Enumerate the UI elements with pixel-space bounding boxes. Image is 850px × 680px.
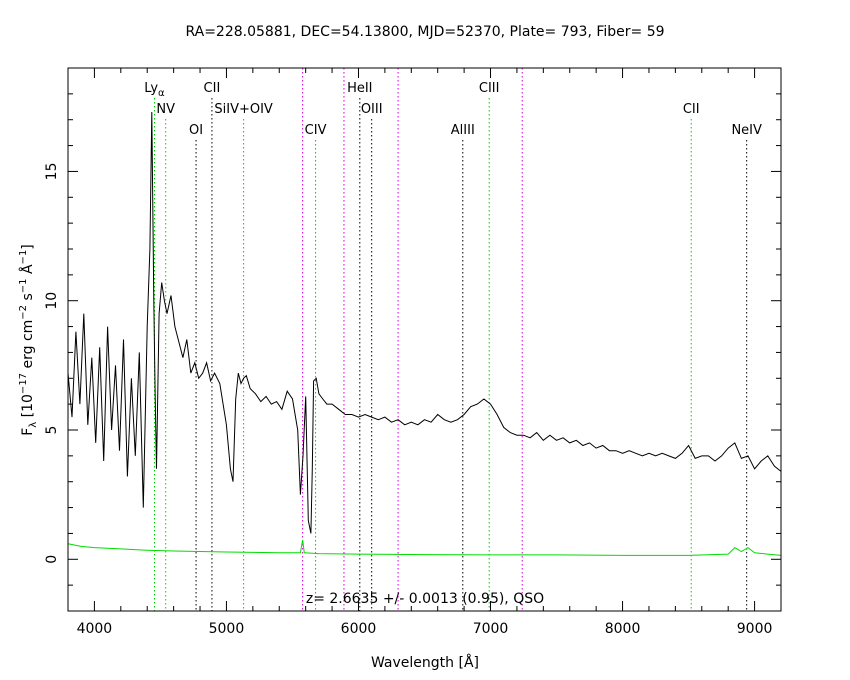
series-layer bbox=[67, 111, 782, 556]
line-marker-label: CII bbox=[683, 102, 700, 117]
y-tick-label: 0 bbox=[44, 555, 60, 564]
x-tick-label: 8000 bbox=[605, 621, 641, 637]
y-axis-label: Fλ [10−17 erg cm−2 s−1 Å−1] bbox=[18, 244, 39, 436]
x-tick-label: 9000 bbox=[737, 621, 773, 637]
line-marker-label: SiIV+OIV bbox=[214, 102, 273, 117]
y-tick-label: 15 bbox=[44, 163, 60, 181]
line-marker-label: NeIV bbox=[731, 123, 762, 138]
plot-frame bbox=[67, 67, 782, 612]
chart-title: RA=228.05881, DEC=54.13800, MJD=52370, P… bbox=[185, 24, 664, 40]
x-tick-label: 7000 bbox=[473, 621, 509, 637]
axes-layer: 4000 5000 6000 7000 8000 9000 0 5 10 15 bbox=[44, 67, 782, 637]
line-marker-label: CIV bbox=[305, 123, 327, 138]
error-series-line bbox=[67, 539, 782, 556]
redshift-annotation: z= 2.6635 +/- 0.0013 (0.95), QSO bbox=[306, 591, 544, 607]
x-axis-label: Wavelength [Å] bbox=[371, 654, 479, 671]
line-marker-label: OI bbox=[189, 123, 203, 138]
line-marker-label: CII bbox=[204, 81, 221, 96]
line-marker-label: NV bbox=[156, 102, 175, 117]
flux-series-line bbox=[67, 111, 782, 534]
line-marker-label: AlIII bbox=[451, 123, 475, 138]
line-marker-label: CIII bbox=[479, 81, 500, 96]
x-tick-label: 6000 bbox=[341, 621, 377, 637]
y-tick-label: 5 bbox=[44, 426, 60, 435]
line-marker-label: OIII bbox=[361, 102, 383, 117]
line-marker-label: Lyα bbox=[144, 81, 165, 99]
x-tick-label: 4000 bbox=[77, 621, 113, 637]
line-marker-label: HeII bbox=[347, 81, 372, 96]
x-tick-label: 5000 bbox=[209, 621, 245, 637]
y-tick-label: 10 bbox=[44, 292, 60, 310]
line-markers: Lyα NV OI CII SiIV+OIV CIV HeII OIII AlIII CIII CI… bbox=[144, 68, 762, 611]
